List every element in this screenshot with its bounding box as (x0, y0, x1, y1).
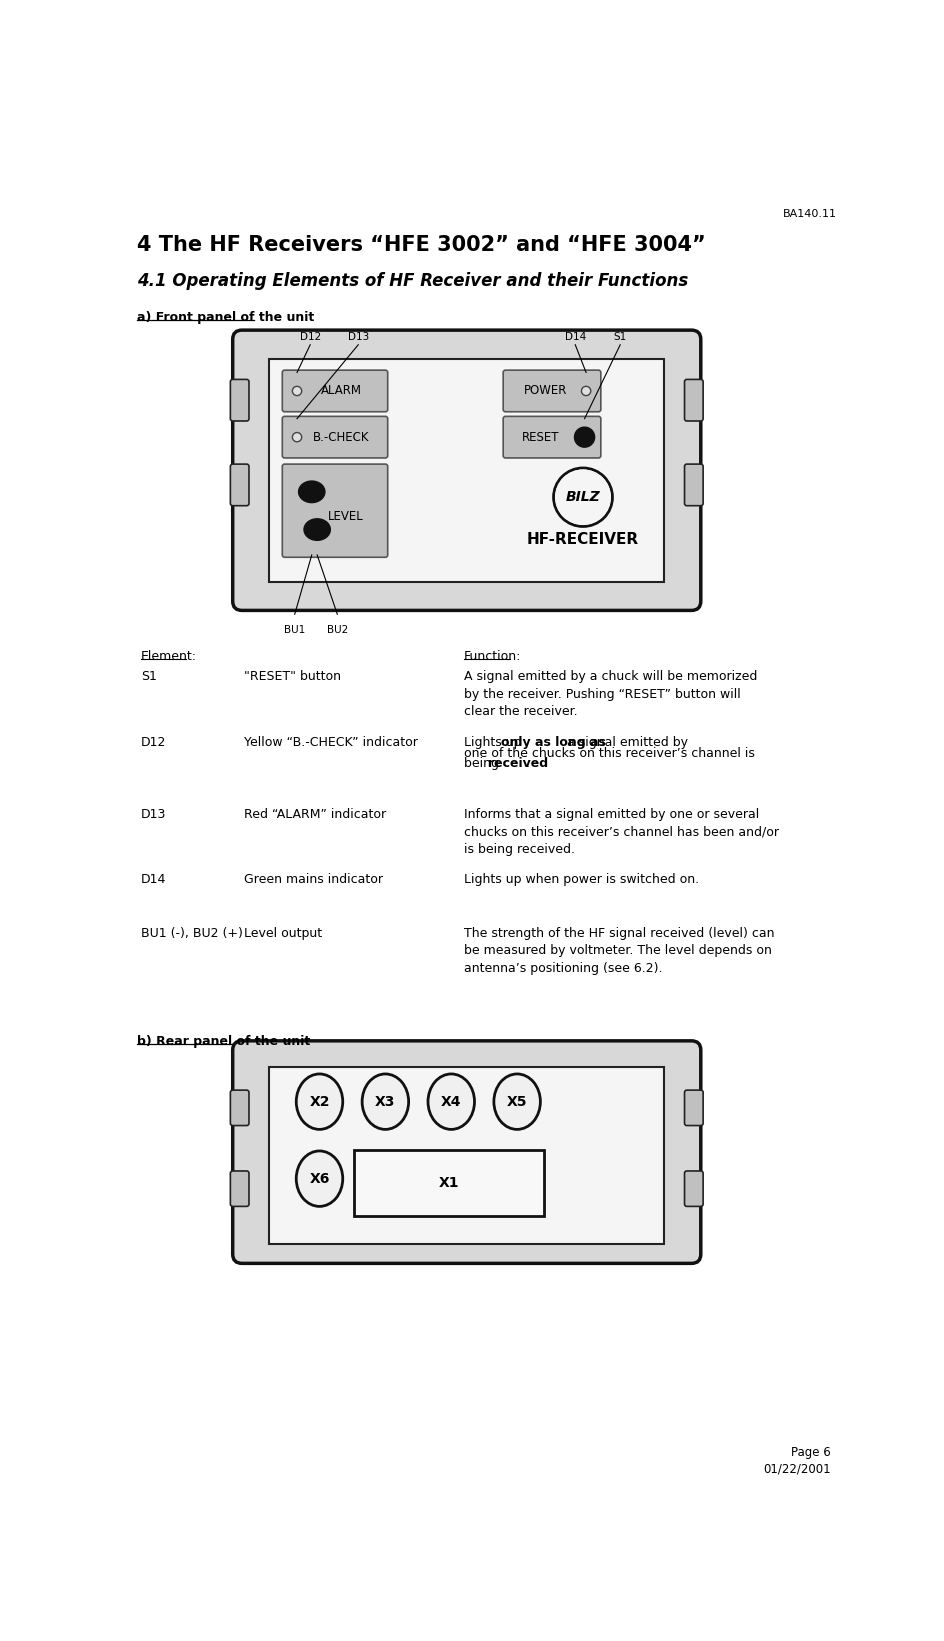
FancyBboxPatch shape (282, 417, 388, 458)
Ellipse shape (494, 1073, 540, 1129)
Text: Element:: Element: (142, 650, 197, 663)
Text: Red “ALARM” indicator: Red “ALARM” indicator (244, 807, 386, 820)
FancyBboxPatch shape (233, 1040, 700, 1264)
Text: D12: D12 (299, 331, 321, 341)
Text: X6: X6 (310, 1172, 329, 1186)
Text: RESET: RESET (522, 430, 559, 443)
Circle shape (293, 386, 302, 395)
Text: being: being (464, 758, 502, 771)
Circle shape (293, 433, 302, 441)
FancyBboxPatch shape (282, 464, 388, 558)
Text: X1: X1 (439, 1175, 459, 1190)
Ellipse shape (362, 1073, 409, 1129)
Text: BILZ: BILZ (565, 491, 600, 504)
FancyBboxPatch shape (503, 371, 600, 412)
Text: 4.1 Operating Elements of HF Receiver and their Functions: 4.1 Operating Elements of HF Receiver an… (138, 272, 688, 290)
Circle shape (582, 386, 591, 395)
FancyBboxPatch shape (684, 464, 703, 505)
FancyBboxPatch shape (503, 417, 600, 458)
FancyBboxPatch shape (684, 379, 703, 422)
Text: S1: S1 (142, 671, 157, 683)
Text: BU1: BU1 (284, 625, 305, 635)
Bar (354, 1150, 545, 1216)
Text: Function:: Function: (464, 650, 521, 663)
Text: D14: D14 (565, 331, 586, 341)
Text: Yellow “B.-CHECK” indicator: Yellow “B.-CHECK” indicator (244, 735, 418, 748)
FancyBboxPatch shape (684, 1090, 703, 1126)
Text: HF-RECEIVER: HF-RECEIVER (527, 532, 639, 546)
Text: Informs that a signal emitted by one or several
chucks on this receiver’s channe: Informs that a signal emitted by one or … (464, 807, 779, 855)
FancyBboxPatch shape (230, 1172, 249, 1206)
Text: received: received (488, 758, 548, 771)
Text: .: . (526, 758, 530, 771)
Text: BU2: BU2 (327, 625, 348, 635)
Text: LEVEL: LEVEL (328, 510, 363, 523)
Ellipse shape (428, 1073, 475, 1129)
Text: S1: S1 (614, 331, 627, 341)
Text: 4 The HF Receivers “HFE 3002” and “HFE 3004”: 4 The HF Receivers “HFE 3002” and “HFE 3… (138, 235, 706, 256)
FancyBboxPatch shape (269, 359, 665, 583)
Text: BA140.11: BA140.11 (784, 210, 837, 220)
FancyBboxPatch shape (282, 371, 388, 412)
Text: X5: X5 (507, 1095, 528, 1109)
FancyBboxPatch shape (230, 464, 249, 505)
FancyBboxPatch shape (233, 330, 700, 610)
FancyBboxPatch shape (230, 1090, 249, 1126)
Ellipse shape (298, 481, 325, 502)
Text: X4: X4 (441, 1095, 462, 1109)
Ellipse shape (296, 1150, 343, 1206)
Text: B.-CHECK: B.-CHECK (313, 430, 369, 443)
Text: The strength of the HF signal received (level) can
be measured by voltmeter. The: The strength of the HF signal received (… (464, 927, 774, 975)
Text: a) Front panel of the unit: a) Front panel of the unit (138, 310, 314, 323)
Text: POWER: POWER (524, 384, 567, 397)
Text: X3: X3 (375, 1095, 396, 1109)
Circle shape (575, 427, 595, 446)
FancyBboxPatch shape (684, 1172, 703, 1206)
Text: Lights up: Lights up (464, 735, 525, 748)
Text: BU1 (-), BU2 (+): BU1 (-), BU2 (+) (142, 927, 244, 940)
Text: Level output: Level output (244, 927, 323, 940)
Text: Green mains indicator: Green mains indicator (244, 873, 383, 886)
Text: D14: D14 (142, 873, 167, 886)
Text: D12: D12 (142, 735, 167, 748)
FancyBboxPatch shape (269, 1067, 665, 1244)
FancyBboxPatch shape (230, 379, 249, 422)
Text: a signal emitted by: a signal emitted by (563, 735, 688, 748)
Text: Lights up when power is switched on.: Lights up when power is switched on. (464, 873, 699, 886)
Text: Page 6
01/22/2001: Page 6 01/22/2001 (764, 1446, 831, 1475)
Ellipse shape (304, 519, 330, 540)
Text: A signal emitted by a chuck will be memorized
by the receiver. Pushing “RESET” b: A signal emitted by a chuck will be memo… (464, 671, 757, 719)
Text: b) Rear panel of the unit: b) Rear panel of the unit (138, 1035, 311, 1047)
Text: D13: D13 (347, 331, 369, 341)
Text: X2: X2 (310, 1095, 329, 1109)
Text: "RESET" button: "RESET" button (244, 671, 342, 683)
Text: one of the chucks on this receiver’s channel is: one of the chucks on this receiver’s cha… (464, 747, 754, 760)
Circle shape (555, 469, 611, 525)
Text: D13: D13 (142, 807, 167, 820)
Text: only as long as: only as long as (501, 735, 606, 748)
Ellipse shape (296, 1073, 343, 1129)
Text: ALARM: ALARM (321, 384, 362, 397)
